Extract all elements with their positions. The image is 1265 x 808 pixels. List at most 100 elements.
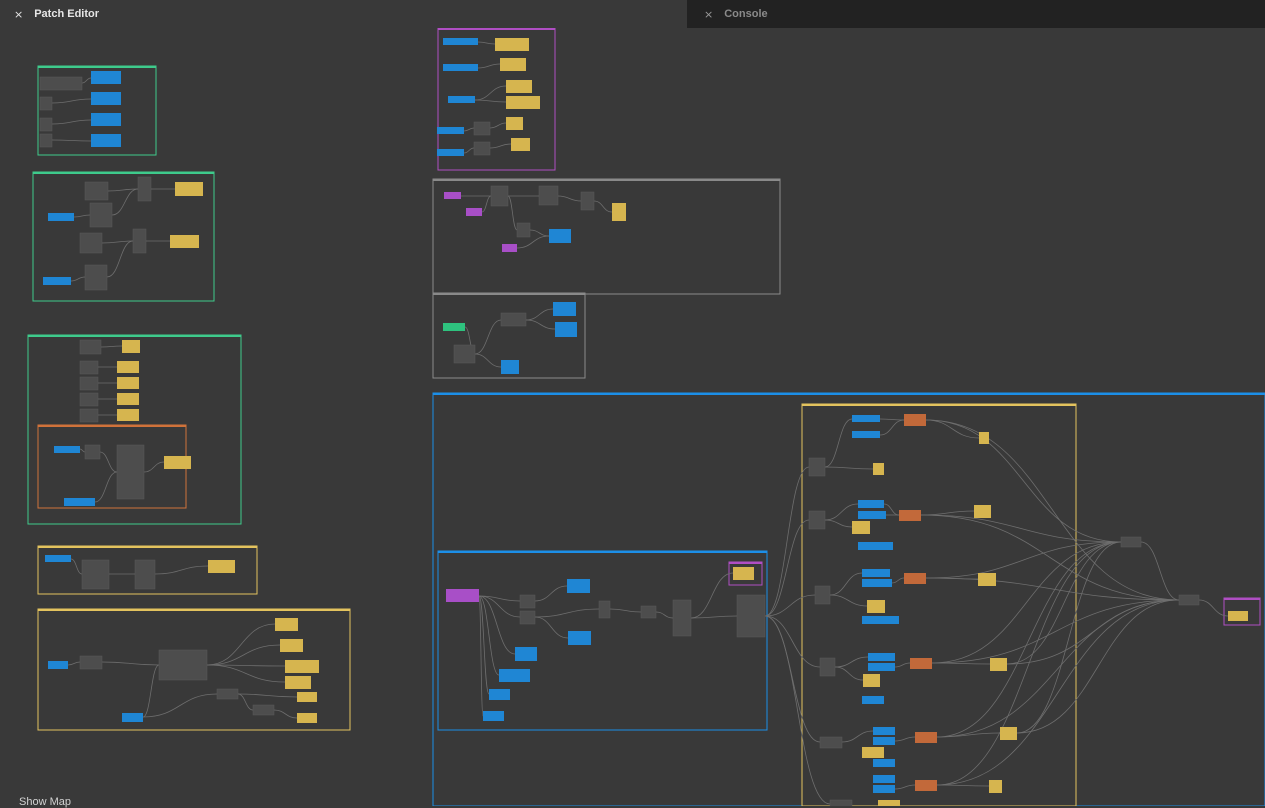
patch-node-g[interactable] [808, 457, 826, 477]
patch-node-y[interactable] [164, 456, 191, 469]
patch-node-g[interactable] [84, 264, 108, 291]
patch-node-y[interactable] [500, 58, 526, 71]
patch-node-y[interactable] [733, 567, 754, 580]
patch-node-g[interactable] [134, 559, 156, 590]
patch-node-g[interactable] [79, 655, 103, 670]
group-title-bar[interactable] [729, 562, 762, 564]
patch-node-b[interactable] [501, 360, 519, 374]
patch-node-g[interactable] [79, 232, 103, 254]
group-title-bar[interactable] [38, 546, 257, 548]
patch-node-g[interactable] [538, 185, 559, 206]
group-title-bar[interactable] [33, 172, 214, 174]
group-yellow-right[interactable] [801, 403, 1077, 806]
patch-node-y[interactable] [275, 618, 298, 631]
group-title-bar[interactable] [433, 393, 1265, 395]
patch-node-o[interactable] [904, 573, 926, 584]
patch-node-y[interactable] [285, 660, 319, 673]
group-title-bar[interactable] [38, 425, 186, 427]
patch-node-g[interactable] [736, 594, 766, 638]
patch-node-y[interactable] [862, 747, 884, 758]
patch-node-g[interactable] [516, 222, 531, 238]
patch-node-b[interactable] [54, 446, 80, 453]
patch-node-b[interactable] [555, 322, 577, 337]
patch-node-b[interactable] [858, 511, 886, 519]
patch-node-y[interactable] [495, 38, 529, 51]
patch-node-g[interactable] [519, 610, 536, 625]
patch-node-g[interactable] [672, 599, 692, 637]
patch-node-b[interactable] [873, 737, 895, 745]
group-title-bar[interactable] [38, 66, 156, 68]
patch-node-b[interactable] [873, 727, 895, 735]
patch-node-b[interactable] [549, 229, 571, 243]
patch-node-g[interactable] [39, 117, 53, 132]
group-blue-inner[interactable] [437, 550, 768, 731]
patch-node-g[interactable] [580, 191, 595, 211]
patch-node-b[interactable] [515, 647, 537, 661]
patch-node-y[interactable] [208, 560, 235, 573]
patch-node-g[interactable] [39, 76, 83, 91]
patch-node-g[interactable] [158, 649, 208, 681]
patch-node-y[interactable] [852, 521, 870, 534]
patch-node-g[interactable] [79, 392, 99, 407]
group-title-bar[interactable] [28, 335, 241, 337]
patch-node-g[interactable] [84, 181, 109, 201]
patch-node-y[interactable] [285, 676, 311, 689]
patch-node-g[interactable] [79, 360, 99, 375]
patch-node-g[interactable] [79, 339, 102, 355]
patch-node-gr[interactable] [443, 323, 465, 331]
patch-node-y[interactable] [863, 674, 880, 687]
patch-node-b[interactable] [48, 213, 74, 221]
patch-node-b[interactable] [862, 579, 892, 587]
patch-node-p[interactable] [466, 208, 482, 216]
patch-node-b[interactable] [873, 775, 895, 783]
patch-node-b[interactable] [437, 149, 464, 156]
patch-node-y[interactable] [989, 780, 1002, 793]
patch-node-g[interactable] [252, 704, 275, 716]
patch-node-b[interactable] [91, 92, 121, 105]
patch-editor-tab[interactable]: × Patch Editor [0, 0, 687, 28]
patch-node-o[interactable] [915, 732, 937, 743]
patch-node-y[interactable] [506, 80, 532, 93]
patch-node-p[interactable] [502, 244, 517, 252]
group-orange-inner[interactable] [37, 424, 187, 509]
patch-node-b[interactable] [873, 785, 895, 793]
group-title-bar[interactable] [433, 179, 780, 181]
patch-node-b[interactable] [873, 759, 895, 767]
patch-node-b[interactable] [862, 569, 890, 577]
patch-node-y[interactable] [175, 182, 203, 196]
patch-node-g[interactable] [1178, 594, 1200, 606]
patch-node-g[interactable] [79, 376, 99, 391]
group-title-bar[interactable] [1224, 598, 1260, 600]
group-purple-top[interactable] [437, 28, 556, 171]
patch-node-b[interactable] [868, 653, 895, 661]
patch-node-g[interactable] [84, 444, 101, 460]
patch-node-b[interactable] [553, 302, 576, 316]
patch-node-y[interactable] [117, 393, 139, 405]
patch-node-g[interactable] [814, 585, 831, 605]
patch-node-y[interactable] [297, 713, 317, 723]
patch-node-g[interactable] [808, 510, 826, 530]
patch-node-b[interactable] [852, 415, 880, 422]
patch-node-o[interactable] [910, 658, 932, 669]
patch-node-b[interactable] [437, 127, 464, 134]
patch-node-y[interactable] [867, 600, 885, 613]
patch-node-y[interactable] [506, 96, 540, 109]
patch-node-b[interactable] [852, 431, 880, 438]
patch-node-g[interactable] [216, 688, 239, 700]
patch-node-g[interactable] [490, 185, 509, 207]
patch-node-p[interactable] [444, 192, 461, 199]
patch-node-g[interactable] [829, 799, 853, 806]
patch-node-b[interactable] [862, 616, 899, 624]
patch-node-g[interactable] [137, 176, 152, 202]
patch-node-y[interactable] [612, 203, 626, 221]
patch-node-b[interactable] [48, 661, 68, 669]
patch-node-g[interactable] [598, 600, 611, 619]
patch-node-y[interactable] [990, 658, 1007, 671]
patch-node-y[interactable] [878, 800, 900, 806]
patch-graph[interactable] [0, 28, 1265, 806]
patch-node-y[interactable] [1228, 611, 1248, 621]
patch-node-b[interactable] [868, 663, 895, 671]
patch-node-b[interactable] [858, 500, 884, 508]
patch-node-o[interactable] [915, 780, 937, 791]
patch-node-y[interactable] [297, 692, 317, 702]
